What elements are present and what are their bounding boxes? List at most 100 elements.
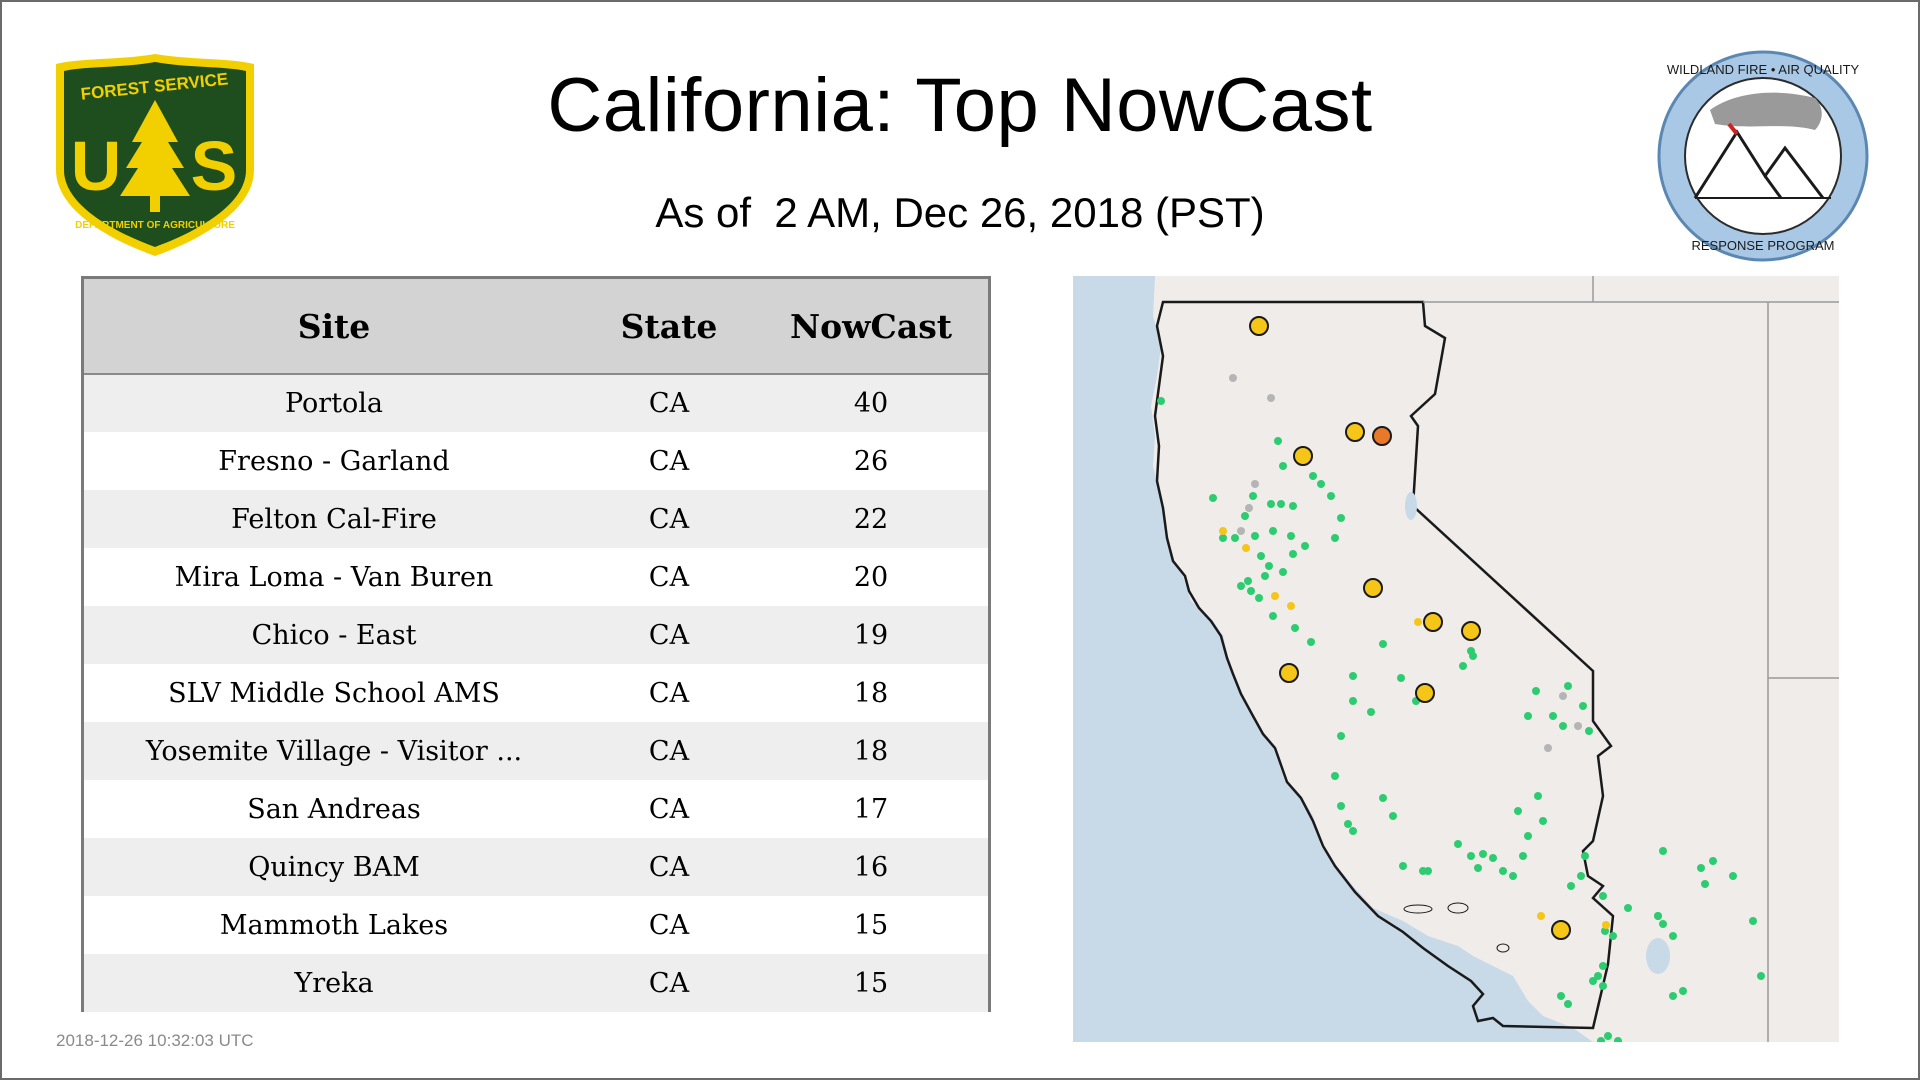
monitor-good[interactable]: [1564, 682, 1572, 690]
monitor-good[interactable]: [1399, 862, 1407, 870]
monitor-good[interactable]: [1534, 792, 1542, 800]
monitor-missing[interactable]: [1229, 374, 1237, 382]
monitor-good[interactable]: [1599, 982, 1607, 990]
monitor-good[interactable]: [1267, 500, 1275, 508]
monitor-top-site[interactable]: [1415, 683, 1435, 703]
monitor-top-site[interactable]: [1461, 621, 1481, 641]
monitor-good[interactable]: [1604, 1032, 1612, 1040]
monitor-good[interactable]: [1729, 872, 1737, 880]
monitor-good[interactable]: [1589, 977, 1597, 985]
monitor-good[interactable]: [1379, 794, 1387, 802]
monitor-good[interactable]: [1241, 512, 1249, 520]
monitor-good[interactable]: [1579, 702, 1587, 710]
monitor-good[interactable]: [1331, 772, 1339, 780]
monitor-good[interactable]: [1337, 732, 1345, 740]
monitor-good[interactable]: [1474, 864, 1482, 872]
monitor-good[interactable]: [1251, 532, 1259, 540]
monitor-good[interactable]: [1289, 550, 1297, 558]
monitor-moderate[interactable]: [1219, 527, 1227, 535]
monitor-missing[interactable]: [1544, 744, 1552, 752]
monitor-good[interactable]: [1344, 820, 1352, 828]
monitor-missing[interactable]: [1251, 480, 1259, 488]
monitor-highest[interactable]: [1372, 426, 1392, 446]
monitor-good[interactable]: [1624, 904, 1632, 912]
monitor-good[interactable]: [1669, 992, 1677, 1000]
monitor-good[interactable]: [1424, 867, 1432, 875]
monitor-missing[interactable]: [1267, 394, 1275, 402]
monitor-top-site[interactable]: [1363, 578, 1383, 598]
monitor-good[interactable]: [1514, 807, 1522, 815]
monitor-good[interactable]: [1287, 532, 1295, 540]
monitor-good[interactable]: [1279, 568, 1287, 576]
monitor-good[interactable]: [1389, 812, 1397, 820]
monitor-good[interactable]: [1255, 594, 1263, 602]
monitor-top-site[interactable]: [1279, 663, 1299, 683]
monitor-moderate[interactable]: [1602, 921, 1610, 929]
monitor-good[interactable]: [1479, 850, 1487, 858]
monitor-good[interactable]: [1379, 640, 1387, 648]
monitor-good[interactable]: [1317, 480, 1325, 488]
monitor-good[interactable]: [1265, 562, 1273, 570]
monitor-good[interactable]: [1309, 472, 1317, 480]
monitor-good[interactable]: [1539, 817, 1547, 825]
monitor-good[interactable]: [1599, 892, 1607, 900]
monitor-good[interactable]: [1709, 857, 1717, 865]
monitor-good[interactable]: [1349, 697, 1357, 705]
monitor-moderate[interactable]: [1537, 912, 1545, 920]
california-monitor-map[interactable]: [1073, 276, 1839, 1065]
monitor-missing[interactable]: [1559, 692, 1567, 700]
monitor-good[interactable]: [1301, 542, 1309, 550]
monitor-good[interactable]: [1291, 624, 1299, 632]
monitor-good[interactable]: [1349, 672, 1357, 680]
monitor-good[interactable]: [1499, 867, 1507, 875]
monitor-good[interactable]: [1559, 722, 1567, 730]
monitor-good[interactable]: [1659, 847, 1667, 855]
monitor-good[interactable]: [1585, 727, 1593, 735]
monitor-good[interactable]: [1261, 572, 1269, 580]
monitor-moderate[interactable]: [1271, 592, 1279, 600]
monitor-good[interactable]: [1532, 687, 1540, 695]
monitor-good[interactable]: [1337, 802, 1345, 810]
monitor-moderate[interactable]: [1242, 544, 1250, 552]
monitor-good[interactable]: [1459, 662, 1467, 670]
monitor-good[interactable]: [1467, 852, 1475, 860]
monitor-good[interactable]: [1509, 872, 1517, 880]
monitor-good[interactable]: [1397, 674, 1405, 682]
monitor-good[interactable]: [1564, 1000, 1572, 1008]
monitor-good[interactable]: [1749, 917, 1757, 925]
monitor-good[interactable]: [1581, 852, 1589, 860]
monitor-good[interactable]: [1469, 652, 1477, 660]
monitor-good[interactable]: [1524, 712, 1532, 720]
monitor-good[interactable]: [1237, 582, 1245, 590]
monitor-good[interactable]: [1289, 502, 1297, 510]
monitor-good[interactable]: [1257, 552, 1265, 560]
monitor-good[interactable]: [1157, 397, 1165, 405]
monitor-good[interactable]: [1231, 534, 1239, 542]
monitor-good[interactable]: [1327, 492, 1335, 500]
monitor-good[interactable]: [1247, 587, 1255, 595]
monitor-good[interactable]: [1249, 492, 1257, 500]
monitor-good[interactable]: [1331, 534, 1339, 542]
monitor-good[interactable]: [1697, 864, 1705, 872]
monitor-good[interactable]: [1549, 712, 1557, 720]
monitor-good[interactable]: [1601, 927, 1609, 935]
monitor-good[interactable]: [1519, 852, 1527, 860]
monitor-moderate[interactable]: [1287, 602, 1295, 610]
monitor-good[interactable]: [1594, 972, 1602, 980]
monitor-good[interactable]: [1524, 832, 1532, 840]
monitor-good[interactable]: [1269, 612, 1277, 620]
monitor-good[interactable]: [1557, 992, 1565, 1000]
monitor-good[interactable]: [1454, 840, 1462, 848]
monitor-missing[interactable]: [1237, 527, 1245, 535]
monitor-good[interactable]: [1337, 514, 1345, 522]
monitor-good[interactable]: [1654, 912, 1662, 920]
monitor-good[interactable]: [1489, 854, 1497, 862]
monitor-good[interactable]: [1757, 972, 1765, 980]
monitor-good[interactable]: [1701, 880, 1709, 888]
monitor-good[interactable]: [1577, 872, 1585, 880]
monitor-good[interactable]: [1599, 962, 1607, 970]
monitor-top-site[interactable]: [1293, 446, 1313, 466]
monitor-top-site[interactable]: [1345, 422, 1365, 442]
monitor-good[interactable]: [1219, 534, 1227, 542]
monitor-moderate[interactable]: [1414, 618, 1422, 626]
